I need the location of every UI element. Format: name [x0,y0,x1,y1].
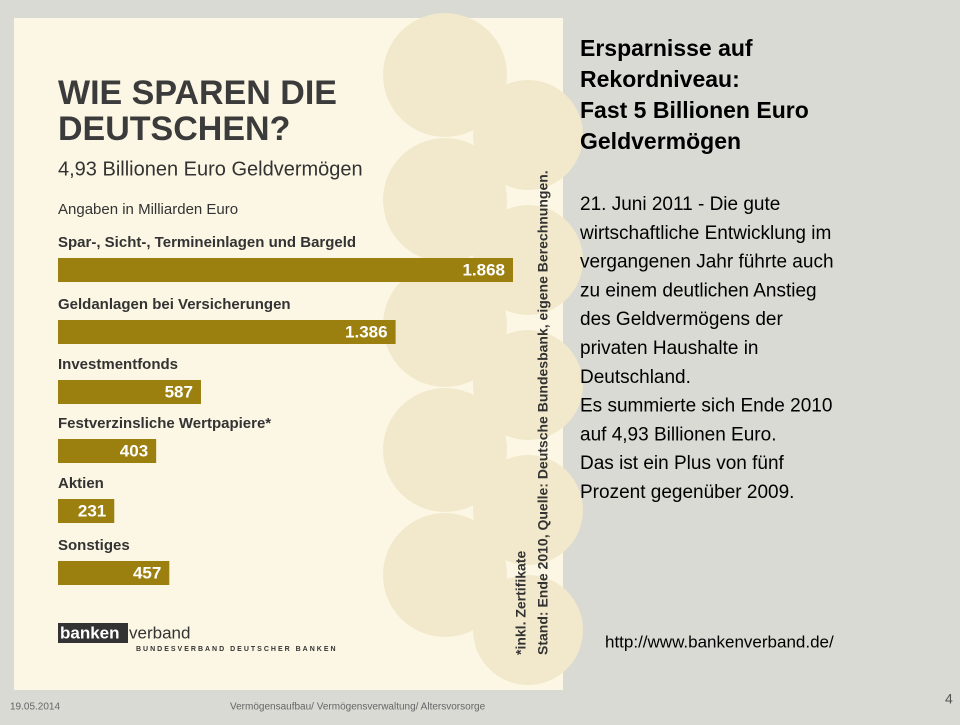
chart: WIE SPAREN DIE DEUTSCHEN? 4,93 Billionen E… [58,74,551,655]
body-line: des Geldvermögens der [580,309,783,330]
body-line: zu einem deutlichen Anstieg [580,280,817,301]
body-line: Es summierte sich Ende 2010 [580,396,832,417]
bar [58,380,201,404]
body-line: Deutschland. [580,367,691,388]
value-label: 457 [133,563,161,582]
value-label: 587 [165,382,193,401]
category-label: Investmentfonds [58,356,178,373]
heading: Ersparnisse auf Rekordniveau: Fast 5 Billi… [580,35,809,154]
heading-line: Fast 5 Billionen Euro [580,97,809,123]
value-label: 1.868 [462,260,505,279]
footnote: Stand: Ende 2010, Quelle: Deutsche Bunde… [535,170,551,655]
url: http://www.bankenverband.de/ [605,632,834,651]
bar [58,439,157,463]
unit-note: Angaben in Milliarden Euro [58,201,238,218]
body-text: 21. Juni 2011 - Die gute wirtschaftliche … [579,194,834,503]
body-line: 21. Juni 2011 - Die gute [580,194,780,215]
logo-rest: verband [129,623,190,642]
value-label: 231 [78,501,106,520]
category-label: Aktien [58,475,104,492]
decorative-circles [383,13,583,685]
logo-tagline: BUNDESVERBAND DEUTSCHER BANKEN [136,646,338,653]
bar [58,320,396,344]
chart-title: WIE SPAREN DIE DEUTSCHEN? [58,74,337,148]
body-line: auf 4,93 Billionen Euro. [580,424,776,445]
chart-title-line: WIE SPAREN DIE [58,74,337,112]
category-label: Geldanlagen bei Versicherungen [58,296,291,313]
value-label: 403 [120,441,148,460]
footer-text: Vermögensaufbau/ Vermögensverwaltung/ Al… [230,702,486,713]
body-line: Prozent gegenüber 2009. [580,482,794,503]
heading-line: Rekordniveau: [580,66,740,92]
chart-subtitle: 4,93 Billionen Euro Geldvermögen [58,158,363,180]
category-label: Spar-, Sicht-, Termineinlagen und Bargel… [58,234,356,251]
page-number: 4 [945,691,953,707]
category-label: Sonstiges [58,537,130,554]
footnote: *inkl. Zertifikate [513,551,529,655]
body-line: wirtschaftliche Entwicklung im [579,223,831,244]
bar [58,499,115,523]
body-line: vergangenen Jahr führte auch [580,252,834,273]
footer-date: 19.05.2014 [10,702,60,713]
bar [58,561,170,585]
category-label: Festverzinsliche Wertpapiere* [58,415,271,432]
body-line: privaten Haushalte in [580,338,759,359]
logo-box [58,623,128,643]
logo-bold: banken [60,623,120,642]
body-line: Das ist ein Plus von fünf [580,453,785,474]
heading-line: Ersparnisse auf [580,35,753,61]
bar [58,258,513,282]
heading-line: Geldvermögen [580,128,741,154]
value-label: 1.386 [345,322,388,341]
chart-title-line: DEUTSCHEN? [58,110,290,148]
